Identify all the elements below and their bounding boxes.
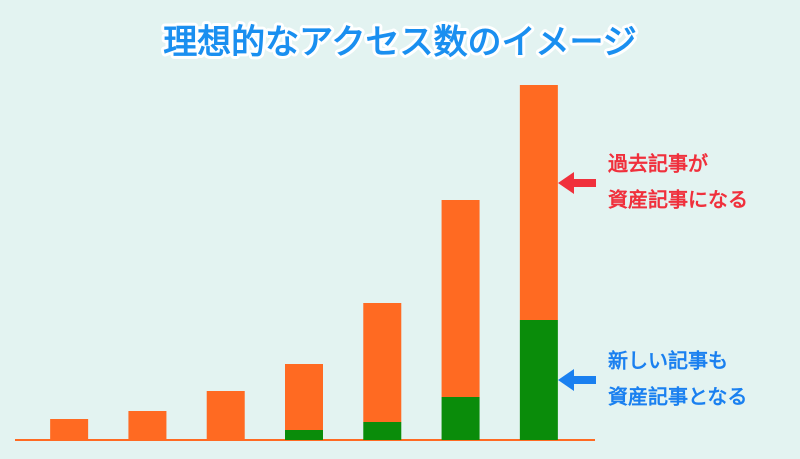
bar-segment: [441, 397, 480, 440]
chart-title: 理想的なアクセス数のイメージ: [163, 23, 637, 63]
annotation: 資産記事になる: [608, 188, 748, 212]
bar-segment: [363, 303, 402, 422]
arrow-red: [558, 172, 596, 194]
arrow-blue: [558, 369, 596, 391]
bar-segment: [285, 430, 323, 440]
bar-segment: [519, 85, 558, 320]
bar-segment: [285, 364, 323, 430]
bar-segment: [519, 320, 558, 440]
bar-segment: [206, 391, 245, 440]
bar-segment: [363, 422, 402, 440]
bar-segment: [128, 411, 167, 440]
bar-segment: [441, 200, 480, 397]
annotation: 過去記事が: [608, 152, 708, 176]
annotation: 新しい記事も: [608, 349, 728, 373]
annotation: 資産記事となる: [608, 385, 747, 409]
bar-segment: [50, 419, 89, 440]
